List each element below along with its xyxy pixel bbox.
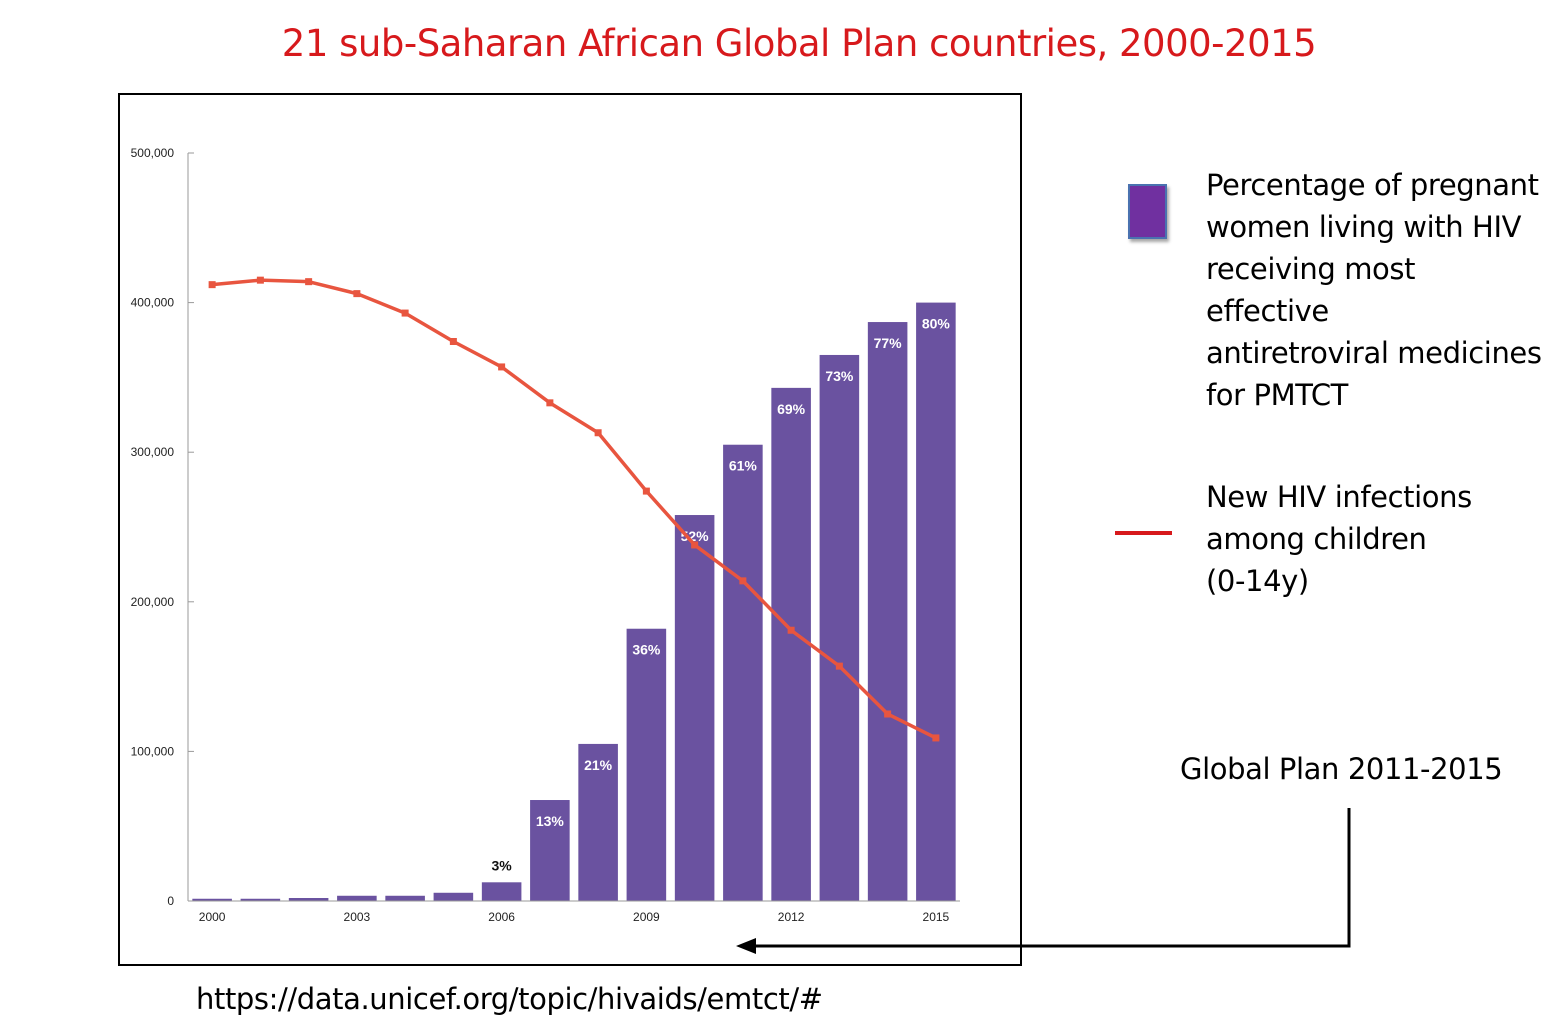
legend-bar-label: Percentage of pregnant women living with… [1206, 168, 1542, 412]
bar [433, 892, 474, 901]
line-point [208, 281, 216, 289]
line-point [835, 662, 843, 670]
bar-data-label: 80% [922, 316, 951, 332]
line-point [449, 337, 457, 345]
line-point [691, 541, 699, 549]
legend-bar-swatch [1128, 184, 1167, 239]
line-point [739, 577, 747, 585]
x-axis: 2000 2003 2006 2009 2012 2015 [188, 900, 960, 924]
chart-title: 21 sub-Saharan African Global Plan count… [281, 22, 1317, 65]
bar [385, 895, 425, 901]
legend-line-label: New HIV infections among children (0-14y… [1206, 480, 1472, 598]
bar-data-label: 52% [681, 528, 710, 544]
legend-line-swatch [1115, 531, 1172, 535]
bar [723, 444, 763, 901]
bar [674, 515, 715, 901]
bar [626, 628, 667, 901]
x-tick-label: 2000 [199, 910, 226, 924]
line-point [787, 626, 795, 634]
x-tick-label: 2012 [778, 910, 805, 924]
bar [578, 743, 618, 901]
y-tick-label: 200,000 [131, 595, 175, 609]
y-axis: 0 100,000 200,000 300,000 400,000 500,000 [131, 146, 194, 908]
bar [867, 322, 908, 902]
line-point [642, 487, 650, 495]
y-tick-label: 400,000 [131, 296, 175, 310]
global-plan-annotation: Global Plan 2011-2015 [1180, 752, 1503, 786]
line-point [305, 278, 313, 286]
bar-data-label: 61% [729, 458, 758, 474]
bar-labels: 3% 13% 21% 36% 52% 61% 69% 73% 77% 80% [492, 316, 951, 874]
x-tick-label: 2009 [633, 910, 660, 924]
line-point [401, 309, 409, 317]
line-point [932, 734, 940, 742]
line-point [256, 276, 264, 284]
bar [819, 354, 860, 902]
bar [481, 882, 522, 901]
x-tick-label: 2006 [488, 910, 515, 924]
bar-data-label: 73% [825, 368, 854, 384]
bar [337, 895, 377, 901]
y-tick-label: 100,000 [131, 744, 175, 758]
chart-frame: 0 100,000 200,000 300,000 400,000 500,000 3% 1… [118, 93, 1022, 966]
line-point [353, 290, 361, 298]
bar [771, 387, 811, 901]
line-point [546, 399, 554, 407]
x-tick-label: 2015 [923, 910, 950, 924]
bar-data-label: 13% [536, 813, 565, 829]
bar-data-label: 3% [492, 857, 513, 873]
line-point [498, 363, 506, 371]
bar [288, 898, 329, 901]
bar [916, 302, 956, 902]
bar-data-label: 69% [777, 401, 806, 417]
x-tick-label: 2003 [344, 910, 371, 924]
line-point [594, 429, 602, 437]
source-url: https://data.unicef.org/topic/hivaids/em… [196, 982, 823, 1016]
line-path [211, 278, 937, 740]
bar-data-label: 36% [632, 642, 661, 658]
line-series [208, 276, 940, 742]
combo-chart: 0 100,000 200,000 300,000 400,000 500,000 3% 1… [131, 146, 960, 924]
bar [192, 898, 232, 901]
y-tick-label: 500,000 [131, 146, 175, 160]
bar [530, 800, 570, 901]
y-tick-label: 0 [167, 894, 174, 908]
y-tick-label: 300,000 [131, 445, 175, 459]
bar [240, 898, 281, 901]
bar-series [192, 302, 956, 902]
bar-data-label: 77% [874, 335, 903, 351]
bar-data-label: 21% [584, 757, 613, 773]
line-point [884, 710, 892, 718]
